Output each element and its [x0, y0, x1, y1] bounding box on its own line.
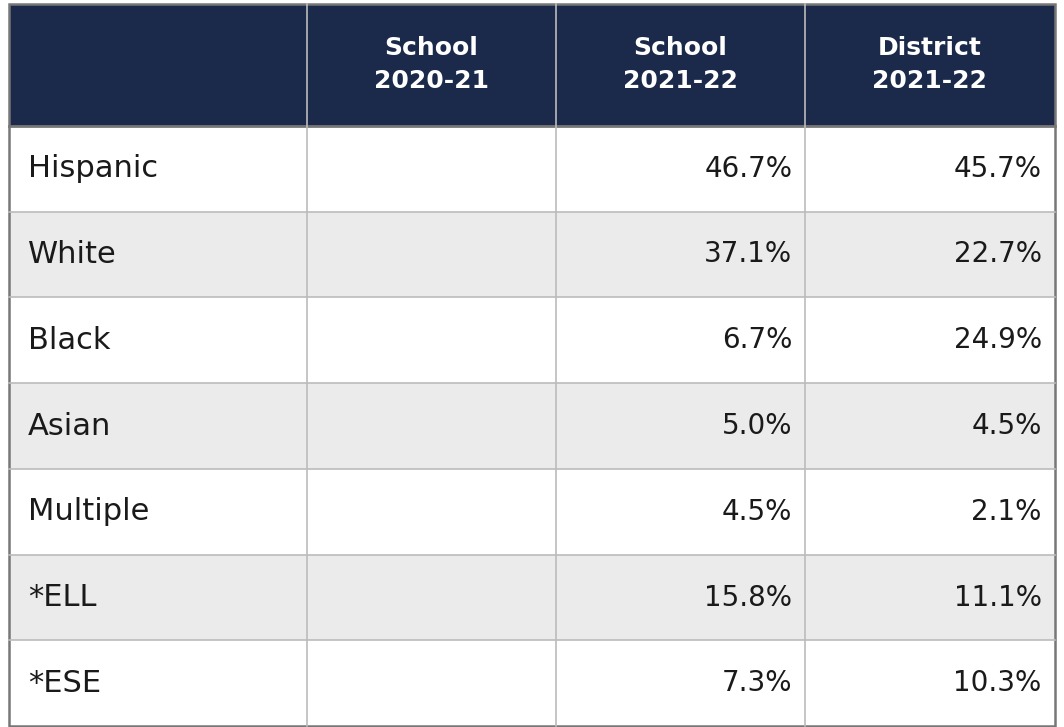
Text: 15.8%: 15.8% — [704, 584, 793, 611]
Text: Hispanic: Hispanic — [28, 154, 157, 183]
Text: District
2021-22: District 2021-22 — [872, 36, 987, 94]
Text: 37.1%: 37.1% — [704, 241, 793, 268]
Text: 24.9%: 24.9% — [953, 326, 1042, 354]
Text: 10.3%: 10.3% — [953, 670, 1042, 697]
Text: 2.1%: 2.1% — [971, 498, 1042, 526]
Bar — [9, 383, 1055, 469]
Text: 22.7%: 22.7% — [953, 241, 1042, 268]
Text: Black: Black — [28, 326, 111, 355]
Bar — [9, 212, 1055, 297]
Text: 4.5%: 4.5% — [722, 498, 793, 526]
Text: White: White — [28, 240, 116, 269]
Bar — [9, 640, 1055, 726]
Text: Multiple: Multiple — [28, 497, 149, 526]
Text: 7.3%: 7.3% — [722, 670, 793, 697]
Text: 46.7%: 46.7% — [704, 155, 793, 182]
Text: 11.1%: 11.1% — [953, 584, 1042, 611]
Bar — [9, 555, 1055, 640]
Text: School
2020-21: School 2020-21 — [373, 36, 489, 94]
Text: *ESE: *ESE — [28, 669, 101, 698]
Text: 45.7%: 45.7% — [953, 155, 1042, 182]
Text: *ELL: *ELL — [28, 583, 96, 612]
Bar — [9, 126, 1055, 212]
Text: Asian: Asian — [28, 411, 111, 441]
Text: School
2021-22: School 2021-22 — [624, 36, 738, 94]
Text: 5.0%: 5.0% — [722, 412, 793, 440]
Bar — [9, 469, 1055, 555]
Text: 4.5%: 4.5% — [971, 412, 1042, 440]
Text: 6.7%: 6.7% — [722, 326, 793, 354]
Bar — [9, 297, 1055, 383]
Bar — [9, 4, 1055, 126]
